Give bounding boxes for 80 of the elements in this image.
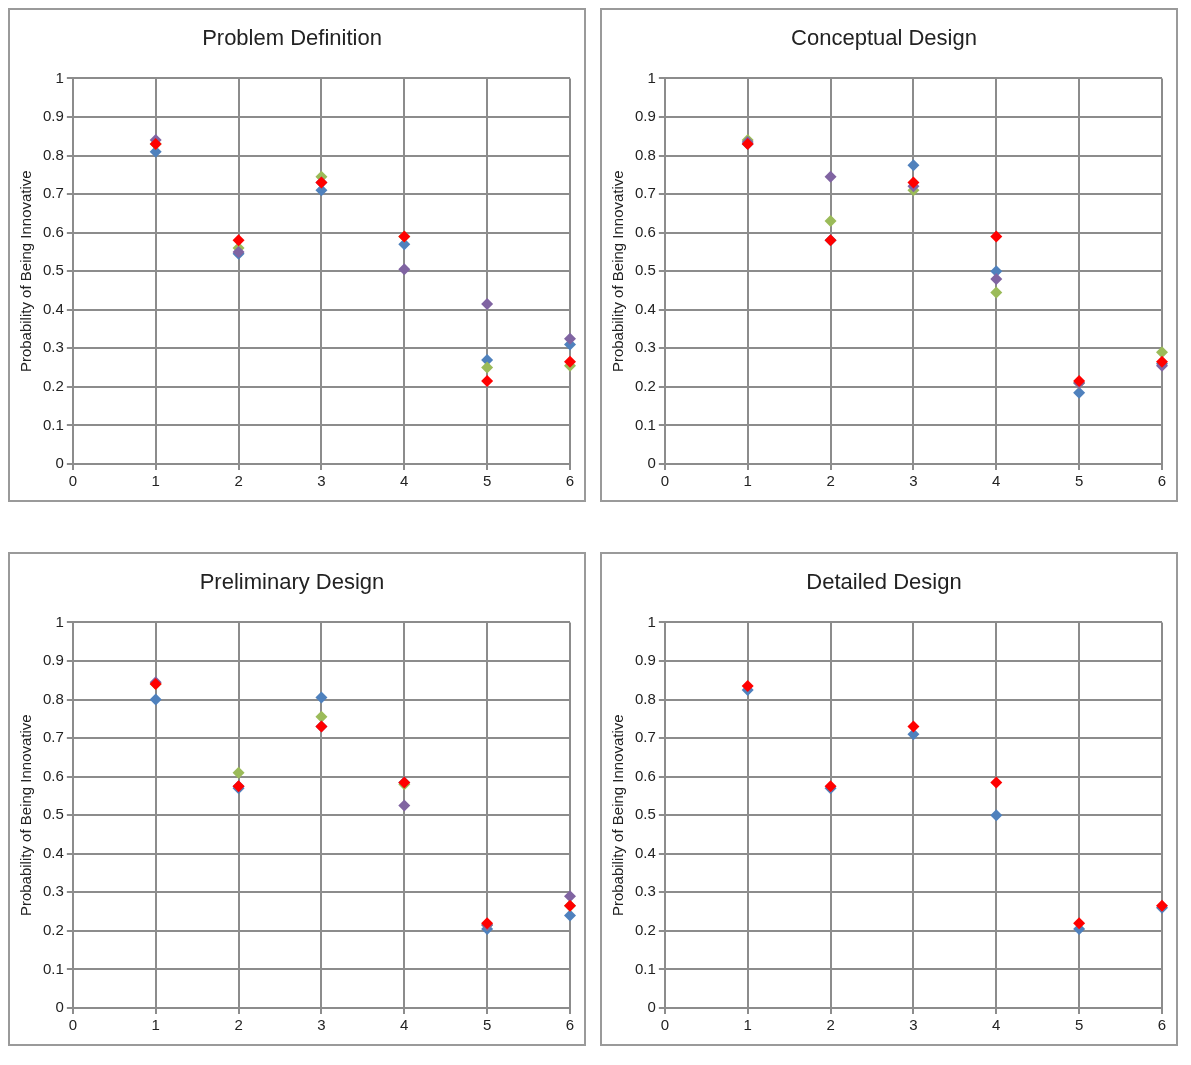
y-tick-label: 0.7 <box>42 184 64 202</box>
y-tick-label: 0.7 <box>42 728 64 746</box>
y-tick-label: 0.1 <box>634 959 656 977</box>
y-tick-label: 0.8 <box>42 145 64 163</box>
y-tick-label: 0 <box>55 998 64 1016</box>
x-tick-label: 4 <box>992 472 1001 490</box>
y-tick-label: 0.8 <box>634 689 656 707</box>
x-tick-label: 6 <box>1157 472 1167 490</box>
x-tick-label: 1 <box>743 472 752 490</box>
x-tick-label: 5 <box>1074 1016 1084 1034</box>
x-tick-label: 2 <box>234 1016 243 1034</box>
y-tick-label: 0.3 <box>634 338 656 356</box>
y-tick-label: 0 <box>647 998 656 1016</box>
x-tick-label: 3 <box>317 472 326 490</box>
y-tick-label: 0.9 <box>634 107 656 125</box>
y-tick-label: 0 <box>647 454 656 472</box>
y-tick-label: 0.4 <box>634 299 656 317</box>
y-tick-label: 0.6 <box>42 766 64 784</box>
x-tick-label: 4 <box>992 1016 1001 1034</box>
y-tick-label: 0.5 <box>634 805 656 823</box>
y-tick-label: 0.2 <box>634 921 656 939</box>
y-axis-title: Probability of Being Innovative <box>17 714 35 917</box>
y-tick-label: 0.1 <box>634 415 656 433</box>
y-tick-label: 0.2 <box>634 377 656 395</box>
y-tick-label: 0.3 <box>634 882 656 900</box>
y-tick-label: 0 <box>55 454 64 472</box>
y-tick-label: 0.7 <box>634 728 656 746</box>
x-tick-label: 4 <box>400 1016 409 1034</box>
x-tick-label: 3 <box>909 472 918 490</box>
x-tick-label: 5 <box>482 1016 492 1034</box>
y-tick-label: 0.2 <box>42 377 64 395</box>
chart-title: Problem Definition <box>202 25 382 51</box>
chart-title: Preliminary Design <box>199 569 385 595</box>
y-tick-label: 0.1 <box>42 415 64 433</box>
y-tick-label: 0.5 <box>42 261 64 279</box>
x-tick-label: 4 <box>400 472 409 490</box>
y-tick-label: 1 <box>647 612 656 630</box>
y-tick-label: 0.7 <box>634 184 656 202</box>
x-tick-label: 6 <box>565 1016 575 1034</box>
x-tick-label: 0 <box>68 472 78 490</box>
x-tick-label: 0 <box>660 472 670 490</box>
y-tick-label: 0.6 <box>634 766 656 784</box>
y-tick-label: 0.2 <box>42 921 64 939</box>
x-tick-label: 6 <box>1157 1016 1167 1034</box>
x-tick-label: 5 <box>1074 472 1084 490</box>
x-tick-label: 2 <box>826 472 835 490</box>
y-tick-label: 0.4 <box>634 843 656 861</box>
y-tick-label: 0.3 <box>42 882 64 900</box>
y-tick-label: 1 <box>55 612 64 630</box>
y-tick-label: 0.5 <box>42 805 64 823</box>
x-tick-label: 5 <box>482 472 492 490</box>
y-tick-label: 0.6 <box>634 222 656 240</box>
x-tick-label: 3 <box>909 1016 918 1034</box>
y-tick-label: 1 <box>55 68 64 86</box>
y-tick-label: 0.8 <box>634 145 656 163</box>
x-tick-label: 0 <box>68 1016 78 1034</box>
y-tick-label: 0.1 <box>42 959 64 977</box>
x-tick-label: 0 <box>660 1016 670 1034</box>
y-tick-label: 1 <box>647 68 656 86</box>
x-tick-label: 6 <box>565 472 575 490</box>
y-tick-label: 0.9 <box>42 651 64 669</box>
y-axis-title: Probability of Being Innovative <box>17 170 35 373</box>
x-tick-label: 2 <box>826 1016 835 1034</box>
y-axis-title: Probability of Being Innovative <box>609 714 627 917</box>
y-tick-label: 0.4 <box>42 299 64 317</box>
y-tick-label: 0.3 <box>42 338 64 356</box>
x-tick-label: 1 <box>151 1016 160 1034</box>
chart-title: Conceptual Design <box>791 25 977 51</box>
x-tick-label: 3 <box>317 1016 326 1034</box>
y-tick-label: 0.9 <box>634 651 656 669</box>
x-tick-label: 1 <box>743 1016 752 1034</box>
y-tick-label: 0.6 <box>42 222 64 240</box>
x-tick-label: 2 <box>234 472 243 490</box>
chart-title: Detailed Design <box>806 569 962 595</box>
y-tick-label: 0.4 <box>42 843 64 861</box>
x-tick-label: 1 <box>151 472 160 490</box>
y-axis-title: Probability of Being Innovative <box>609 170 627 373</box>
y-tick-label: 0.5 <box>634 261 656 279</box>
y-tick-label: 0.9 <box>42 107 64 125</box>
y-tick-label: 0.8 <box>42 689 64 707</box>
